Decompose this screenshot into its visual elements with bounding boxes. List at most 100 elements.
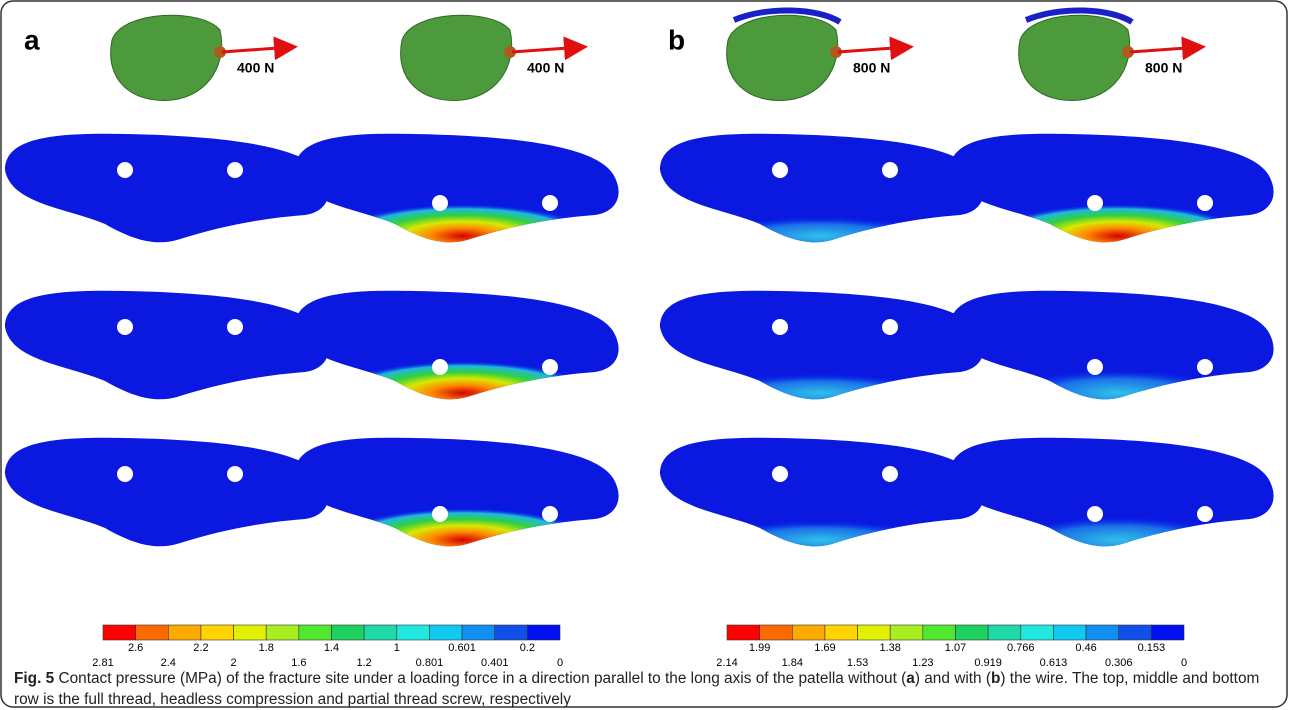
caption-text: Contact pressure (MPa) of the fracture s… (54, 670, 907, 687)
colorbar-label: 1.23 (912, 657, 933, 669)
colorbar-label: 0.766 (1007, 642, 1035, 654)
colorbar-cell (363, 624, 398, 641)
patella (295, 437, 619, 547)
colorbar-cell (200, 624, 234, 641)
stress-zone (700, 520, 940, 547)
colorbar-label: 0.601 (448, 642, 476, 654)
colorbar-cell (135, 624, 169, 641)
colorbar-label: 1.53 (847, 657, 868, 669)
colorbar-label: 0.46 (1075, 642, 1096, 654)
wire (1024, 7, 1134, 25)
caption-label: Fig. 5 (14, 670, 55, 687)
colorbar-label: 2.4 (161, 657, 176, 669)
colorbar-label: 1.07 (945, 642, 966, 654)
colorbar-cell (791, 624, 826, 641)
colorbar-label: 1.2 (356, 657, 371, 669)
screw-hole (117, 319, 133, 335)
patella (950, 437, 1274, 547)
patella (5, 290, 329, 400)
patella-3d (400, 14, 513, 101)
screw-hole (117, 466, 133, 482)
patella (295, 133, 619, 243)
screw-hole (882, 162, 898, 178)
screw-hole (882, 466, 898, 482)
colorbar-cell (987, 624, 1022, 641)
colorbar-cell (265, 624, 300, 641)
colorbar-cell (1118, 624, 1152, 641)
colorbar-cell (1085, 624, 1120, 641)
colorbar-cell (889, 624, 924, 641)
colorbar-cell (726, 624, 760, 641)
colorbar-label: 1.6 (291, 657, 306, 669)
screw-hole (772, 319, 788, 335)
colorbar-label: 0 (1181, 657, 1187, 669)
screw-hole (1197, 359, 1213, 375)
force-arrow (511, 36, 588, 61)
screw-hole (772, 162, 788, 178)
colorbar-label: 2.14 (716, 657, 737, 669)
stress (1003, 369, 1233, 400)
colorbar-label: 2.6 (128, 642, 143, 654)
colorbar-label: 0.2 (520, 642, 535, 654)
panel-letter: b (668, 24, 685, 55)
patella-body (660, 437, 984, 547)
wire (732, 7, 842, 25)
screw-hole (772, 466, 788, 482)
stress-zone (333, 508, 593, 547)
caption-text: ) and with ( (914, 670, 991, 687)
screw-hole (1087, 195, 1103, 211)
screw-hole (227, 319, 243, 335)
stress-zone (333, 204, 593, 243)
stress (333, 204, 593, 243)
stress (988, 204, 1248, 243)
colorbar-label: 1.84 (782, 657, 803, 669)
colorbar-label: 1.99 (749, 642, 770, 654)
screw-head (1122, 46, 1134, 58)
patella (5, 133, 329, 243)
colorbar-cell (494, 624, 528, 641)
screw-hole (882, 319, 898, 335)
stress (700, 520, 940, 547)
patella-3d (726, 14, 839, 101)
colorbar-cell (857, 624, 891, 641)
screw-hole (1197, 195, 1213, 211)
colorbar-label: 2 (231, 657, 237, 669)
caption-text: a (906, 670, 915, 687)
colorbar-cell (1053, 624, 1087, 641)
patella-body (5, 437, 329, 547)
screw-hole (542, 359, 558, 375)
colorbar-label: 0.306 (1105, 657, 1133, 669)
stress (333, 361, 593, 400)
force-label: 800 N (853, 60, 890, 76)
screw-head (830, 46, 842, 58)
colorbar-label: 0.919 (974, 657, 1002, 669)
screw-hole (542, 506, 558, 522)
stress (333, 508, 593, 547)
force-arrow (837, 36, 914, 61)
colorbar-cell (233, 624, 267, 641)
stress-zone (700, 373, 940, 400)
patella (660, 437, 984, 547)
stress (700, 373, 940, 400)
patella-body (660, 290, 984, 400)
patella-body (950, 290, 1274, 400)
colorbar-label: 1.4 (324, 642, 339, 654)
screw-hole (432, 359, 448, 375)
screw-head (504, 46, 516, 58)
colorbar-label: 0.613 (1040, 657, 1068, 669)
colorbar-cell (461, 624, 496, 641)
patella (295, 290, 619, 400)
colorbar-cell (955, 624, 989, 641)
screw-hole (117, 162, 133, 178)
screw-hole (1087, 506, 1103, 522)
force-arrow (221, 36, 298, 61)
patella (950, 290, 1274, 400)
patella-body (5, 133, 329, 243)
stress-zone (988, 204, 1248, 243)
stress (1003, 516, 1233, 547)
screw-hole (227, 466, 243, 482)
colorbar-label: 1 (394, 642, 400, 654)
colorbar-label: 0.153 (1138, 642, 1166, 654)
